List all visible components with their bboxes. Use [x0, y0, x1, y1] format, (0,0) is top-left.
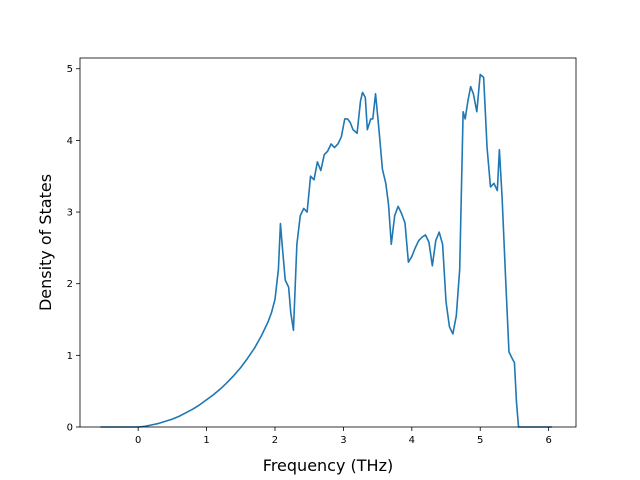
x-tick-label: 6: [545, 435, 551, 446]
x-tick-label: 1: [203, 435, 209, 446]
series-line-0: [100, 73, 553, 428]
x-tick-label: 0: [135, 435, 141, 446]
y-tick-label: 3: [67, 208, 73, 219]
x-tick-label: 2: [272, 435, 278, 446]
y-tick-label: 0: [67, 423, 73, 434]
y-axis-label: Density of States: [36, 174, 55, 311]
y-tick-label: 4: [67, 136, 73, 147]
plot-area: [79, 57, 577, 428]
plot-frame: [79, 57, 577, 428]
y-tick-label: 5: [67, 64, 73, 75]
y-tick-label: 1: [67, 351, 73, 362]
y-tick-label: 2: [67, 279, 73, 290]
y-axis: 0 1 2 3 4 5: [67, 64, 80, 434]
x-tick-label: 5: [477, 435, 483, 446]
x-tick-label: 3: [340, 435, 346, 446]
x-tick-label: 4: [409, 435, 415, 446]
x-axis: 0 1 2 3 4 5 6: [135, 427, 552, 446]
x-axis-label: Frequency (THz): [263, 456, 393, 475]
